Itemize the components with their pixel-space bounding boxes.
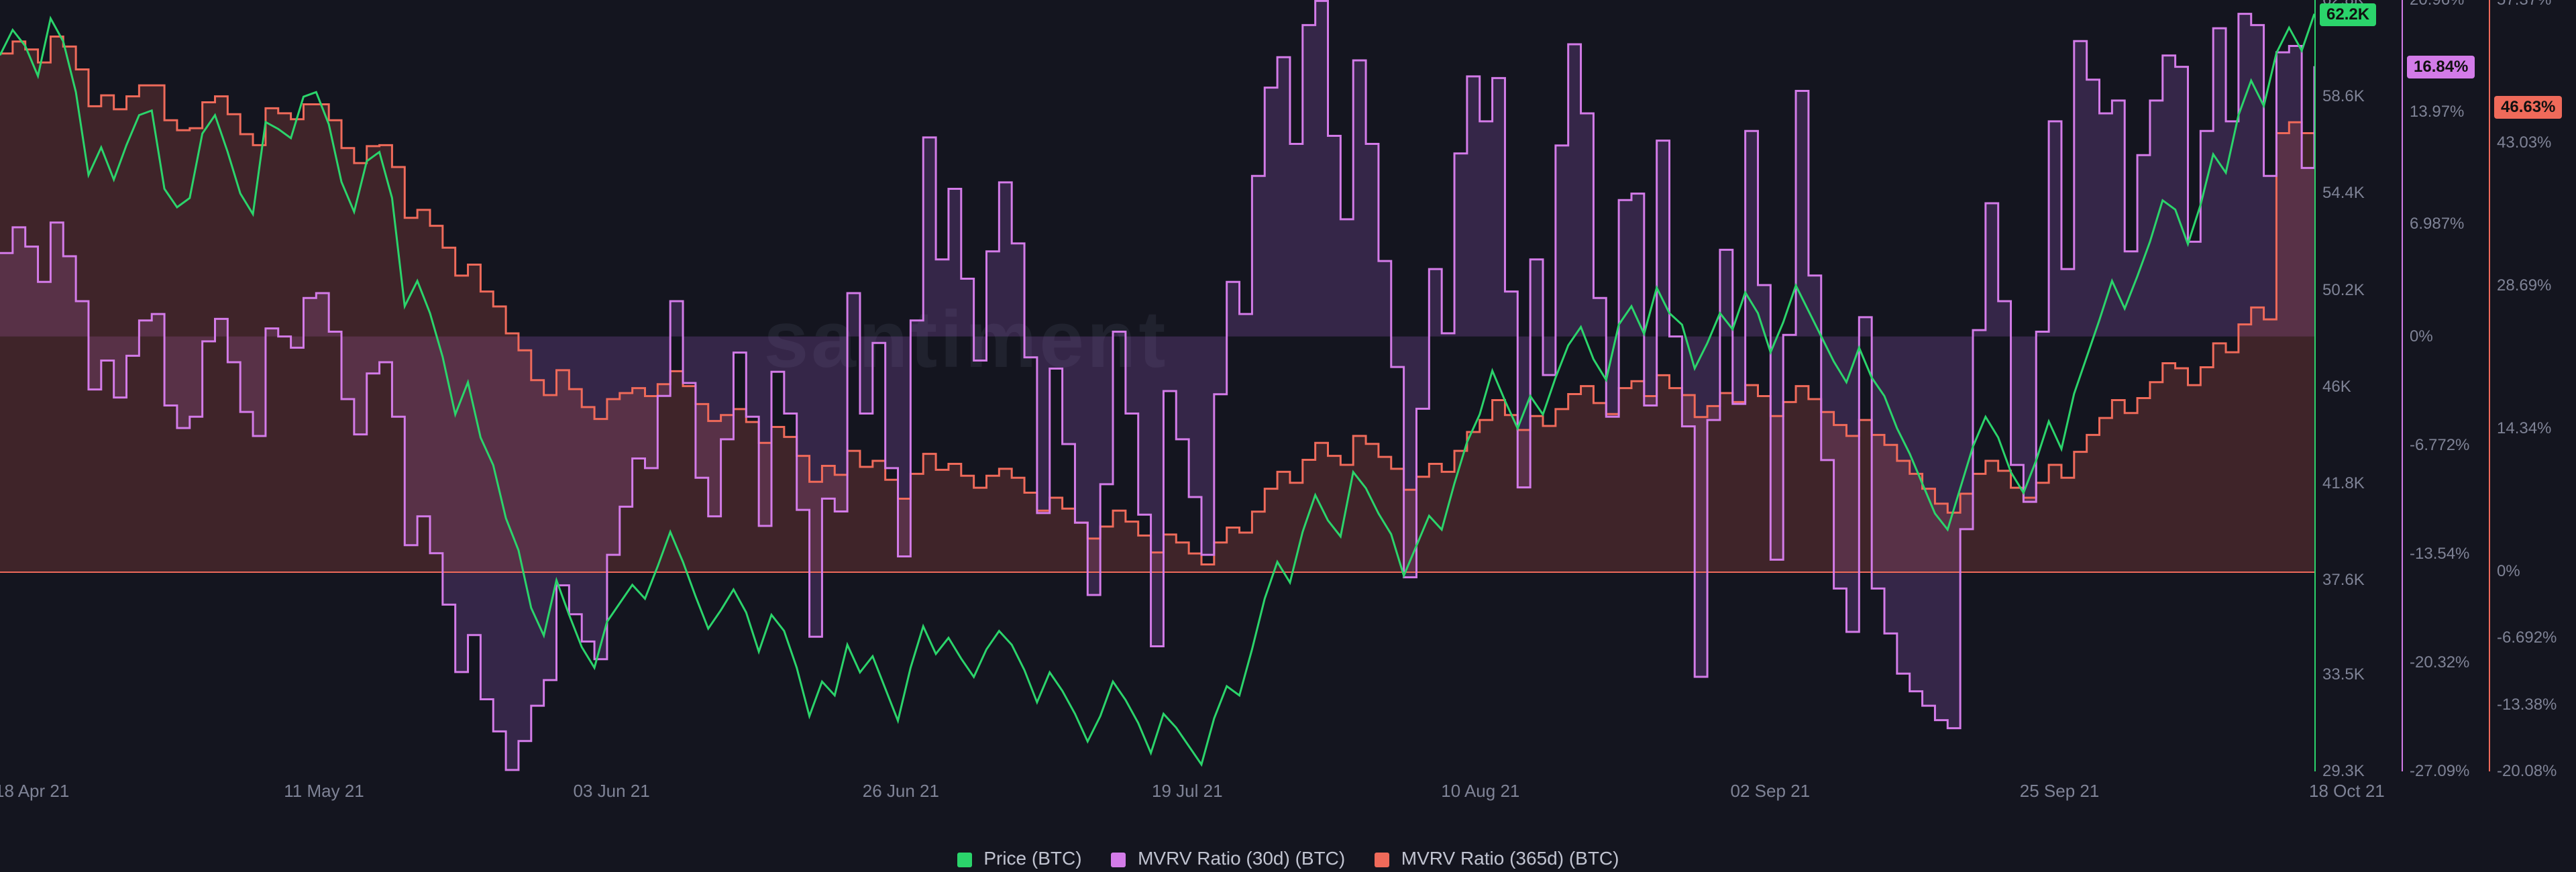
mvrv365-axis-tick: -13.38% <box>2497 696 2557 714</box>
price-axis-tick: 33.5K <box>2322 665 2365 684</box>
mvrv365-axis-tick: -20.08% <box>2497 762 2557 781</box>
mvrv30-axis-sep <box>2402 0 2403 771</box>
legend-item-mvrv365: MVRV Ratio (365d) (BTC) <box>1375 848 1619 869</box>
price-axis-tick: 29.3K <box>2322 762 2365 781</box>
mvrv365-axis-sep <box>2489 0 2490 771</box>
legend-item-price: Price (BTC) <box>957 848 1082 869</box>
price-current-badge: 62.2K <box>2320 3 2376 26</box>
mvrv30-axis-tick: 0% <box>2410 327 2433 346</box>
x-axis-label: 19 Jul 21 <box>1152 781 1223 802</box>
mvrv365-axis-tick: 57.37% <box>2497 0 2551 9</box>
mvrv365-current-badge: 46.63% <box>2494 96 2562 119</box>
x-axis-label: 02 Sep 21 <box>1731 781 1811 802</box>
mvrv30-axis-tick: 20.96% <box>2410 0 2464 9</box>
mvrv365-axis-tick: 43.03% <box>2497 133 2551 152</box>
mvrv365-axis-tick: 0% <box>2497 562 2520 581</box>
price-axis-tick: 37.6K <box>2322 571 2365 590</box>
x-axis-label: 03 Jun 21 <box>574 781 650 802</box>
x-axis-label: 26 Jun 21 <box>863 781 939 802</box>
mvrv30-axis-tick: -13.54% <box>2410 545 2469 563</box>
price-axis-tick: 41.8K <box>2322 474 2365 493</box>
chart-root: santiment18 Apr 2111 May 2103 Jun 2126 J… <box>0 0 2576 872</box>
mvrv365-axis-tick: 28.69% <box>2497 276 2551 295</box>
legend-label: MVRV Ratio (30d) (BTC) <box>1138 848 1345 869</box>
mvrv30-current-badge: 16.84% <box>2407 56 2475 78</box>
x-axis-label: 10 Aug 21 <box>1441 781 1519 802</box>
price-axis-tick: 46K <box>2322 378 2351 396</box>
mvrv365-axis-tick: 14.34% <box>2497 419 2551 438</box>
mvrv30-axis-tick: -6.772% <box>2410 436 2469 455</box>
mvrv30-axis-tick: -27.09% <box>2410 762 2469 781</box>
price-axis-tick: 54.4K <box>2322 184 2365 203</box>
price-line <box>0 0 2314 771</box>
x-axis-label: 18 Oct 21 <box>2309 781 2385 802</box>
x-axis-label: 18 Apr 21 <box>0 781 69 802</box>
x-axis-label: 11 May 21 <box>284 781 364 802</box>
price-axis-sep <box>2314 0 2316 771</box>
mvrv30-axis-tick: 6.987% <box>2410 215 2464 233</box>
price-axis-tick: 58.6K <box>2322 87 2365 106</box>
legend-swatch-price <box>957 853 972 867</box>
chart-legend: Price (BTC) MVRV Ratio (30d) (BTC) MVRV … <box>0 848 2576 869</box>
mvrv365-axis-tick: -6.692% <box>2497 629 2557 647</box>
legend-swatch-mvrv365 <box>1375 853 1389 867</box>
price-axis-tick: 50.2K <box>2322 281 2365 300</box>
mvrv30-axis-tick: 13.97% <box>2410 103 2464 121</box>
legend-label: Price (BTC) <box>983 848 1081 869</box>
legend-label: MVRV Ratio (365d) (BTC) <box>1401 848 1619 869</box>
mvrv30-axis-tick: -20.32% <box>2410 653 2469 672</box>
legend-swatch-mvrv30 <box>1111 853 1126 867</box>
x-axis-label: 25 Sep 21 <box>2020 781 2100 802</box>
legend-item-mvrv30: MVRV Ratio (30d) (BTC) <box>1111 848 1345 869</box>
